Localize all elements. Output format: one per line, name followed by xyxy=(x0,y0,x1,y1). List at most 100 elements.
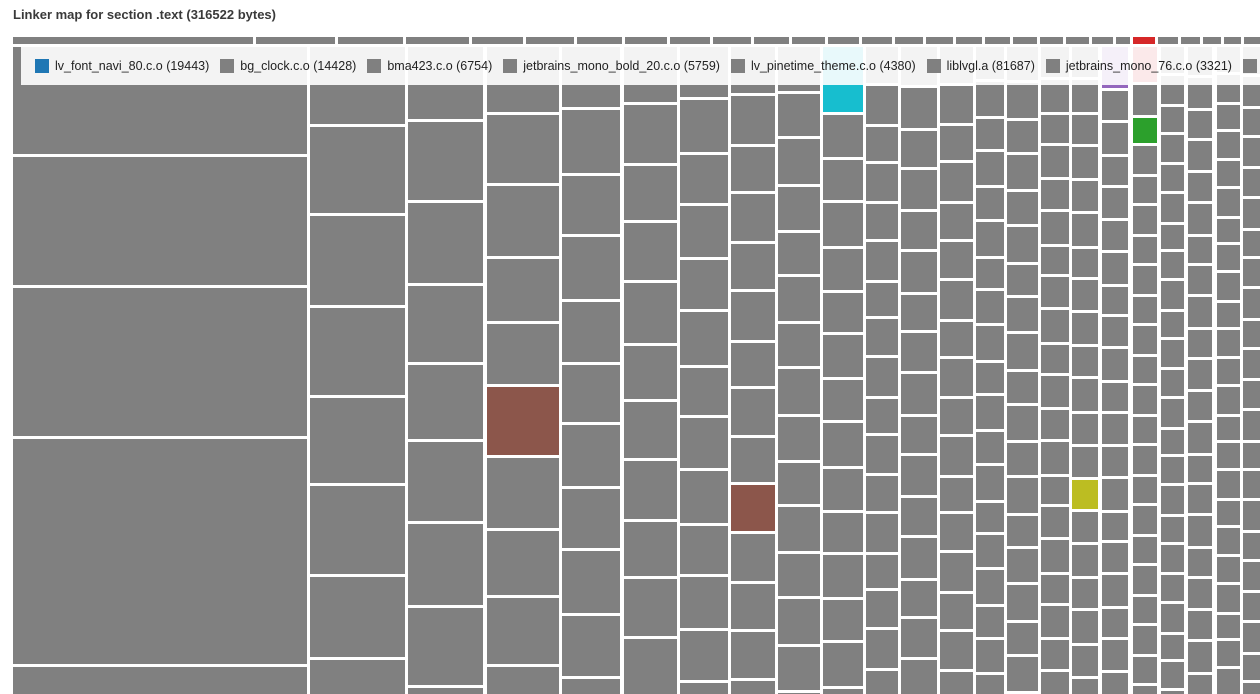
treemap-cell[interactable] xyxy=(1072,347,1098,376)
treemap-cell[interactable] xyxy=(866,555,898,588)
treemap-cell[interactable] xyxy=(1188,516,1212,546)
treemap-cell[interactable] xyxy=(408,286,483,362)
treemap-cell[interactable] xyxy=(976,152,1004,185)
treemap-cell[interactable] xyxy=(901,538,937,578)
treemap-cell[interactable] xyxy=(1041,507,1069,537)
treemap-cell[interactable] xyxy=(1217,641,1240,666)
treemap-cell[interactable] xyxy=(1007,83,1038,118)
treemap-cell[interactable] xyxy=(866,164,898,201)
treemap-cell[interactable] xyxy=(670,37,710,44)
treemap-cell[interactable] xyxy=(624,105,677,163)
treemap-cell[interactable] xyxy=(823,600,863,640)
treemap-cell[interactable] xyxy=(926,37,953,44)
treemap-cell[interactable] xyxy=(1041,115,1069,143)
treemap-cell[interactable] xyxy=(1072,447,1098,477)
treemap-cell[interactable] xyxy=(1188,297,1212,327)
treemap-cell[interactable] xyxy=(1188,485,1212,513)
treemap-cell[interactable] xyxy=(901,333,937,371)
treemap-cell-red[interactable] xyxy=(1133,37,1155,44)
treemap-cell[interactable] xyxy=(866,591,898,627)
treemap-cell[interactable] xyxy=(1161,430,1184,454)
treemap-cell[interactable] xyxy=(562,425,620,486)
treemap-cell[interactable] xyxy=(823,643,863,686)
treemap-cell[interactable] xyxy=(778,554,820,596)
treemap-cell[interactable] xyxy=(1133,626,1157,654)
treemap-cell[interactable] xyxy=(1102,640,1128,670)
treemap-cell[interactable] xyxy=(680,683,728,694)
treemap-cell[interactable] xyxy=(1102,609,1128,637)
treemap-cell[interactable] xyxy=(778,233,820,274)
treemap-cell[interactable] xyxy=(940,437,973,475)
treemap-cell[interactable] xyxy=(1072,545,1098,576)
treemap-cell[interactable] xyxy=(1041,277,1069,307)
treemap-cell[interactable] xyxy=(624,402,677,458)
treemap-cell[interactable] xyxy=(680,526,728,574)
treemap-cell[interactable] xyxy=(1072,646,1098,676)
treemap-cell[interactable] xyxy=(1188,549,1212,576)
treemap-cell[interactable] xyxy=(1133,386,1157,414)
treemap-cell[interactable] xyxy=(862,37,892,44)
treemap-cell[interactable] xyxy=(823,380,863,420)
treemap-cell[interactable] xyxy=(1102,414,1128,444)
treemap-cell[interactable] xyxy=(940,632,973,669)
treemap-cell[interactable] xyxy=(976,535,1004,567)
treemap-cell[interactable] xyxy=(1041,376,1069,407)
treemap-cell[interactable] xyxy=(792,37,825,44)
treemap-cell[interactable] xyxy=(408,608,483,685)
treemap-cell[interactable] xyxy=(1072,249,1098,277)
treemap-cell[interactable] xyxy=(1072,611,1098,643)
treemap-cell[interactable] xyxy=(731,584,775,629)
treemap-cell[interactable] xyxy=(940,594,973,629)
treemap-cell[interactable] xyxy=(778,599,820,644)
treemap-cell[interactable] xyxy=(1072,147,1098,178)
treemap-cell[interactable] xyxy=(1041,80,1069,112)
treemap-cell[interactable] xyxy=(1041,146,1069,177)
treemap-cell[interactable] xyxy=(778,369,820,414)
treemap-cell[interactable] xyxy=(976,363,1004,393)
treemap-cell[interactable] xyxy=(1217,161,1240,186)
treemap-cell[interactable] xyxy=(562,365,620,422)
treemap-cell[interactable] xyxy=(1072,280,1098,310)
treemap-cell[interactable] xyxy=(624,166,677,220)
treemap-cell[interactable] xyxy=(1243,623,1260,652)
treemap-cell[interactable] xyxy=(1133,326,1157,354)
treemap-cell[interactable] xyxy=(406,37,469,44)
treemap-cell[interactable] xyxy=(1161,165,1184,191)
treemap-cell[interactable] xyxy=(823,423,863,466)
treemap-cell[interactable] xyxy=(680,312,728,365)
treemap-cell[interactable] xyxy=(13,439,307,664)
treemap-cell[interactable] xyxy=(1217,417,1240,440)
treemap-cell[interactable] xyxy=(310,127,405,213)
treemap-cell[interactable] xyxy=(1243,443,1260,468)
treemap-cell[interactable] xyxy=(1161,604,1184,632)
treemap-cell[interactable] xyxy=(1102,349,1128,380)
treemap-cell[interactable] xyxy=(1161,370,1184,396)
treemap-cell[interactable] xyxy=(1133,566,1157,594)
treemap-cell[interactable] xyxy=(1116,37,1130,44)
treemap-cell[interactable] xyxy=(562,176,620,234)
treemap-cell[interactable] xyxy=(901,88,937,128)
treemap-cell[interactable] xyxy=(1243,411,1260,440)
treemap-cell[interactable] xyxy=(1158,37,1178,44)
treemap-cell[interactable] xyxy=(13,667,307,694)
treemap-cell[interactable] xyxy=(940,514,973,550)
treemap-cell[interactable] xyxy=(13,157,307,285)
treemap-cell[interactable] xyxy=(1243,562,1260,590)
treemap-cell[interactable] xyxy=(901,295,937,330)
treemap-cell[interactable] xyxy=(1133,657,1157,683)
treemap-cell[interactable] xyxy=(1243,381,1260,408)
treemap-cell-green[interactable] xyxy=(1133,118,1157,143)
treemap-cell[interactable] xyxy=(680,155,728,203)
treemap-cell[interactable] xyxy=(1161,281,1184,309)
treemap-cell[interactable] xyxy=(1243,471,1260,498)
treemap-cell[interactable] xyxy=(1102,317,1128,346)
treemap-cell[interactable] xyxy=(976,291,1004,323)
treemap-cell[interactable] xyxy=(901,498,937,535)
treemap-cell[interactable] xyxy=(1040,37,1063,44)
treemap-cell[interactable] xyxy=(487,458,559,528)
treemap-cell[interactable] xyxy=(1133,297,1157,323)
treemap-cell[interactable] xyxy=(1133,206,1157,234)
treemap-cell[interactable] xyxy=(866,476,898,511)
treemap-cell[interactable] xyxy=(976,82,1004,116)
treemap-cell[interactable] xyxy=(1066,37,1089,44)
